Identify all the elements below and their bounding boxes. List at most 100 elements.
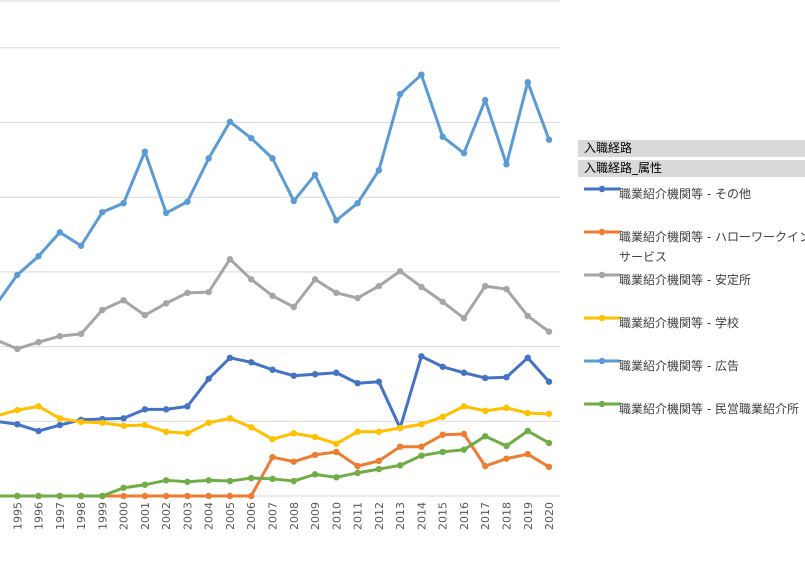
x-tick-label: 2017 bbox=[479, 502, 492, 530]
data-point bbox=[418, 452, 425, 459]
data-point bbox=[333, 448, 340, 456]
data-point bbox=[205, 492, 212, 500]
legend-item: 職業紹介機関等 - ハローワークインターネットサービス bbox=[578, 223, 805, 266]
data-point bbox=[205, 288, 212, 296]
data-point bbox=[35, 253, 42, 260]
legend-label: 職業紹介機関等 - その他 bbox=[619, 187, 751, 201]
data-point bbox=[375, 167, 383, 174]
data-point bbox=[184, 403, 191, 410]
data-point bbox=[396, 424, 404, 432]
legend-item: 職業紹介機関等 - その他 bbox=[578, 180, 805, 223]
legend-label: 職業紹介機関等 - 安定所 bbox=[619, 273, 751, 287]
data-point bbox=[248, 474, 255, 482]
data-point bbox=[205, 477, 212, 484]
data-point bbox=[184, 289, 191, 297]
data-point bbox=[226, 256, 234, 263]
data-point bbox=[375, 282, 383, 290]
data-point bbox=[482, 96, 489, 104]
legend-swatch bbox=[584, 314, 620, 322]
data-point bbox=[460, 315, 468, 322]
data-point bbox=[482, 407, 489, 415]
data-point bbox=[56, 229, 64, 236]
legend-item: 職業紹介機関等 - 学校 bbox=[578, 309, 805, 352]
x-tick-label: 1994 bbox=[0, 502, 3, 530]
data-point bbox=[248, 424, 255, 431]
data-point bbox=[14, 345, 21, 353]
legend-header: 入職経路 bbox=[578, 140, 805, 157]
data-point bbox=[141, 148, 149, 155]
x-tick-label: 1999 bbox=[96, 502, 109, 530]
data-point bbox=[77, 492, 85, 500]
data-point bbox=[418, 283, 425, 291]
data-point bbox=[545, 410, 553, 418]
x-tick-label: 2001 bbox=[139, 502, 152, 530]
data-point bbox=[333, 217, 340, 224]
data-point bbox=[120, 492, 127, 500]
data-point bbox=[524, 450, 531, 458]
data-point bbox=[35, 492, 42, 500]
data-point bbox=[545, 328, 553, 335]
data-point bbox=[460, 403, 468, 410]
legend-swatch bbox=[584, 357, 620, 365]
data-point bbox=[269, 155, 276, 162]
data-point bbox=[396, 443, 404, 450]
legend-marker bbox=[598, 228, 606, 236]
data-point bbox=[439, 133, 446, 140]
legend-marker bbox=[598, 271, 606, 279]
data-point bbox=[503, 374, 510, 381]
data-point bbox=[482, 433, 489, 440]
data-point bbox=[545, 463, 553, 471]
x-tick-label: 2003 bbox=[181, 502, 194, 530]
data-point bbox=[99, 208, 106, 216]
data-point bbox=[141, 406, 149, 413]
data-point bbox=[14, 406, 21, 414]
legend: 入職経路 入職経路_属性 職業紹介機関等 - その他 職業紹介機関等 - ハローワ… bbox=[578, 140, 805, 440]
x-tick-label: 2009 bbox=[309, 502, 322, 530]
x-tick-label: 2019 bbox=[522, 502, 535, 530]
data-point bbox=[269, 292, 276, 300]
data-point bbox=[56, 492, 64, 500]
data-point bbox=[460, 446, 468, 453]
data-point bbox=[184, 198, 191, 205]
data-point bbox=[120, 199, 127, 207]
data-point bbox=[35, 338, 42, 346]
data-point bbox=[99, 306, 106, 314]
legend-swatch bbox=[584, 185, 620, 193]
data-point bbox=[269, 366, 276, 373]
data-point bbox=[184, 478, 191, 486]
x-tick-label: 2002 bbox=[160, 502, 173, 530]
data-point bbox=[205, 375, 212, 382]
data-point bbox=[162, 428, 170, 435]
data-point bbox=[77, 418, 85, 426]
data-point bbox=[14, 271, 21, 279]
data-point bbox=[226, 354, 234, 362]
data-point bbox=[524, 78, 531, 86]
data-point bbox=[396, 462, 404, 469]
x-tick-label: 2008 bbox=[288, 502, 301, 530]
legend-label: 職業紹介機関等 - 民営職業紹介所 bbox=[619, 402, 799, 416]
legend-swatch bbox=[584, 400, 620, 408]
data-point bbox=[354, 294, 361, 302]
data-point bbox=[99, 419, 106, 426]
data-point bbox=[333, 289, 340, 297]
data-point bbox=[248, 492, 255, 500]
data-point bbox=[354, 469, 361, 477]
data-point bbox=[311, 371, 319, 378]
data-point bbox=[56, 332, 64, 340]
data-point bbox=[333, 369, 340, 376]
x-tick-label: 2010 bbox=[330, 502, 343, 530]
data-point bbox=[162, 477, 170, 484]
data-point bbox=[141, 312, 149, 319]
data-point bbox=[205, 155, 212, 162]
data-point bbox=[35, 403, 42, 410]
data-point bbox=[162, 209, 170, 217]
data-point bbox=[503, 161, 510, 168]
data-point bbox=[545, 136, 553, 143]
legend-label: 職業紹介機関等 - 学校 bbox=[619, 316, 739, 330]
data-point bbox=[162, 300, 170, 307]
data-point bbox=[375, 457, 383, 465]
data-point bbox=[482, 462, 489, 470]
data-point bbox=[269, 453, 276, 461]
